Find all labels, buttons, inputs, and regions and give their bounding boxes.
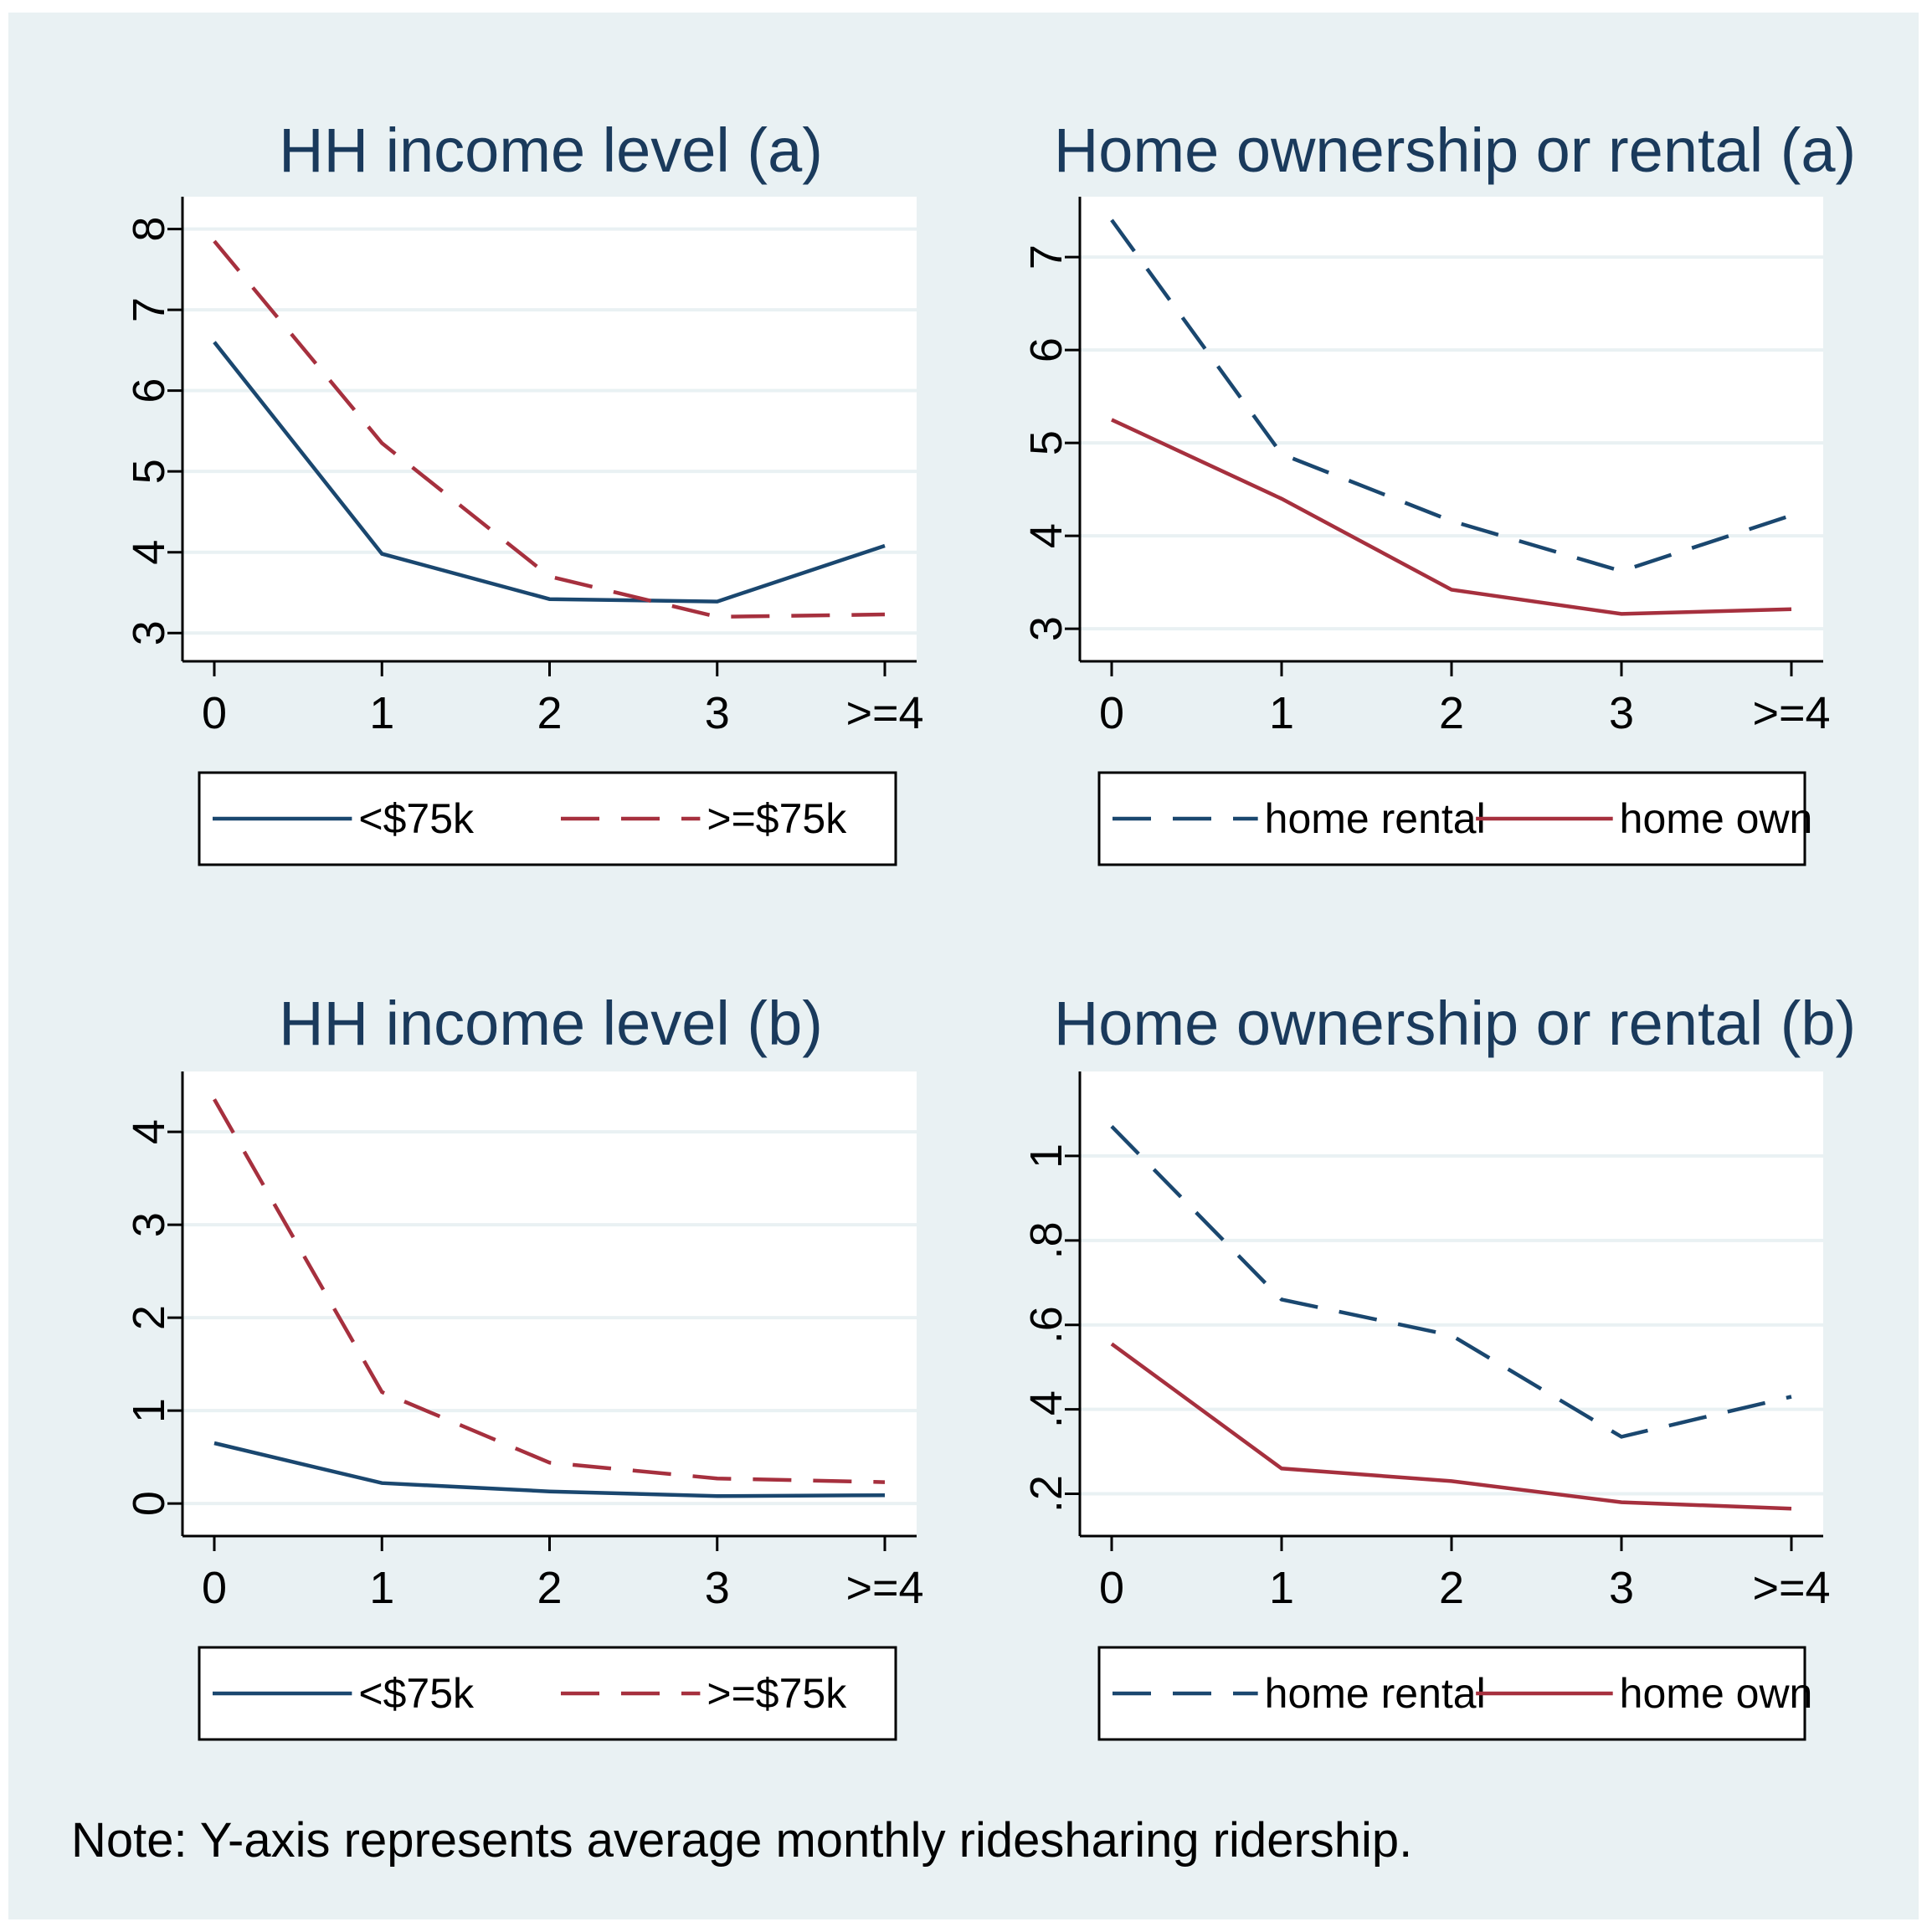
x-tick-label: 1 [1269, 1563, 1294, 1613]
legend: <$75k >=$75k [198, 1646, 897, 1741]
y-tick-label: 3 [124, 620, 174, 645]
y-tick-label: 7 [1021, 244, 1071, 270]
plot-area [1080, 197, 1823, 661]
y-tick-label: 4 [1021, 523, 1071, 548]
y-tick-label: .4 [1021, 1390, 1071, 1428]
y-tick-label: .6 [1021, 1306, 1071, 1344]
x-tick-label: >=4 [845, 688, 923, 738]
y-tick-label: 2 [124, 1305, 174, 1330]
x-tick-label: 2 [537, 1563, 562, 1613]
y-tick-label: 6 [124, 378, 174, 403]
y-tick-label: .2 [1021, 1475, 1071, 1513]
legend-box [1097, 1646, 1806, 1741]
legend-label-1: home rental [1265, 1670, 1486, 1717]
y-tick-label: .8 [1021, 1221, 1071, 1259]
y-tick-label: 5 [1021, 430, 1071, 455]
y-tick-label: 3 [124, 1212, 174, 1237]
x-tick-label: 3 [1609, 688, 1634, 738]
x-tick-label: 3 [1609, 1563, 1634, 1613]
legend-label-2: home own [1620, 795, 1813, 842]
legend-label-2: >=$75k [707, 795, 847, 842]
chart-title: Home ownership or rental (b) [1054, 989, 1856, 1058]
chart-panel-1: 3 4 5 6 7 8 0 1 2 3 >=4 HH income level (a) <$75k >=$… [124, 116, 924, 866]
chart-panel-4: .2 .4 .6 .8 1 0 1 2 3 >=4 Home ownership or rental… [1021, 989, 1856, 1741]
chart-title: Home ownership or rental (a) [1054, 116, 1856, 185]
y-tick-label: 1 [124, 1398, 174, 1423]
x-tick-label: 2 [537, 688, 562, 738]
legend-label-1: home rental [1265, 795, 1486, 842]
series-line-2 [213, 1098, 886, 1484]
x-tick-label: 2 [1439, 1563, 1464, 1613]
y-tick-label: 3 [1021, 616, 1071, 641]
x-tick-label: >=4 [845, 1563, 923, 1613]
plot-area [1080, 1071, 1823, 1536]
legend-label-2: home own [1620, 1670, 1813, 1717]
x-tick-label: >=4 [1752, 1563, 1830, 1613]
chart-panel-2: 3 4 5 6 7 0 1 2 3 >=4 Home ownership or rental (a)… [1021, 116, 1856, 866]
y-tick-label: 7 [124, 297, 174, 322]
y-tick-label: 8 [124, 217, 174, 242]
series-line-2 [1110, 1342, 1792, 1511]
y-tick-label: 5 [124, 459, 174, 484]
y-tick-label: 6 [1021, 337, 1071, 362]
x-tick-label: 0 [202, 688, 227, 738]
chart-panel-3: 0 1 2 3 4 0 1 2 3 >=4 HH income level (b) <$75k >=$7… [124, 989, 924, 1741]
legend: <$75k >=$75k [198, 771, 897, 866]
x-tick-label: 3 [705, 688, 730, 738]
y-tick-label: 1 [1021, 1143, 1071, 1169]
x-tick-label: 3 [705, 1563, 730, 1613]
chart-title: HH income level (b) [279, 989, 823, 1058]
series-line-2 [1111, 418, 1792, 616]
x-tick-label: 1 [1269, 688, 1294, 738]
x-tick-label: 0 [202, 1563, 227, 1613]
x-tick-label: 1 [369, 688, 394, 738]
series-line-1 [1110, 218, 1792, 573]
series-line-1 [213, 1441, 886, 1498]
legend-label-1: <$75k [358, 1670, 475, 1717]
figure-note: Note: Y-axis represents average monthly … [71, 1813, 1412, 1868]
legend-label-2: >=$75k [707, 1670, 847, 1717]
series-line-1 [213, 341, 886, 604]
plot-area [182, 1071, 917, 1536]
x-tick-label: >=4 [1752, 688, 1830, 738]
chart-title: HH income level (a) [279, 116, 823, 185]
y-tick-label: 4 [124, 540, 174, 565]
legend: home rental home own [1097, 771, 1813, 866]
legend-box [1097, 771, 1806, 866]
plot-area [182, 197, 917, 661]
x-tick-label: 2 [1439, 688, 1464, 738]
x-tick-label: 0 [1099, 1563, 1124, 1613]
x-tick-label: 1 [369, 1563, 394, 1613]
x-tick-label: 0 [1099, 688, 1124, 738]
y-tick-label: 0 [124, 1491, 174, 1516]
y-tick-label: 4 [124, 1119, 174, 1144]
legend: home rental home own [1097, 1646, 1813, 1741]
series-line-1 [1110, 1125, 1792, 1439]
legend-label-1: <$75k [358, 795, 475, 842]
